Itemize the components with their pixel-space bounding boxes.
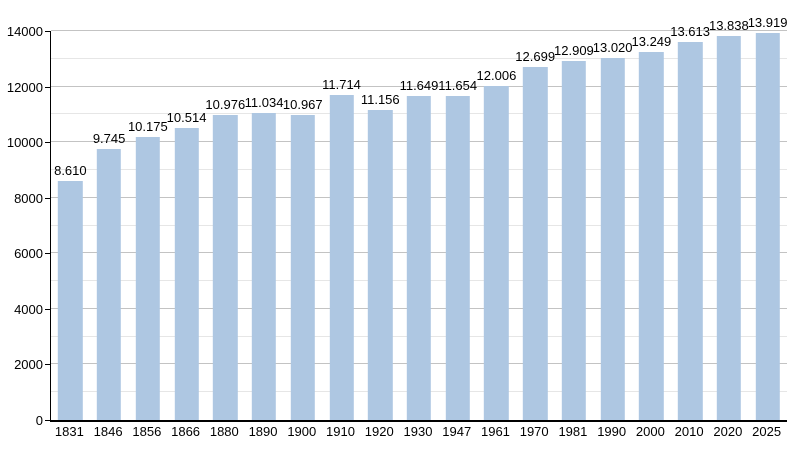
gridline-12000 (51, 85, 787, 87)
bar-slot-1990: 13.020 (592, 31, 633, 420)
bar-1831 (58, 180, 83, 420)
bar-slot-2010: 13.613 (670, 24, 710, 420)
bar-value-label-1930: 11.649 (399, 78, 439, 94)
bar-2020 (716, 35, 742, 420)
bar-1961 (484, 86, 509, 420)
bar-value-label-1961: 12.006 (476, 68, 517, 84)
y-tick-mark-8000 (45, 197, 50, 199)
bar-slot-1930: 11.649 (399, 31, 439, 420)
bar-value-label-1846: 9.745 (92, 131, 126, 147)
bar-slot-2025: 13.919 (748, 16, 787, 420)
x-tick-label-1880: 1880 (209, 424, 239, 439)
bar-slot-1846: 9.745 (90, 31, 129, 420)
y-tick-mark-4000 (45, 308, 50, 310)
x-tick-label-1981: 1981 (558, 424, 588, 439)
x-tick-label-1890: 1890 (248, 424, 278, 439)
bar-value-label-2025: 13.919 (747, 15, 788, 31)
x-tick-label-1831: 1831 (54, 424, 84, 439)
x-tick-label-2010: 2010 (674, 424, 704, 439)
bar-slot-1831: 8.610 (51, 31, 90, 420)
x-tick-label-1900: 1900 (287, 424, 317, 439)
x-tick-label-1947: 1947 (442, 424, 472, 439)
x-axis-labels: 1831 1846 1856 1866 1880 1890 1900 1910 1920 1930… (50, 424, 786, 439)
bar-2025 (755, 33, 780, 420)
gridline-14000 (51, 30, 787, 31)
x-tick-label-1961: 1961 (480, 424, 510, 439)
bar-slot-1866: 10.514 (167, 31, 206, 420)
x-tick-label-1990: 1990 (597, 424, 627, 439)
bar-value-label-1981: 12.909 (554, 43, 594, 59)
x-tick-label-1920: 1920 (364, 424, 394, 439)
bar-1890 (251, 113, 277, 420)
bar-slot-1947: 11.654 (438, 31, 477, 420)
y-tick-label-2000: 2000 (14, 357, 43, 373)
bar-slot-1961: 12.006 (477, 31, 516, 420)
bar-1947 (445, 96, 470, 420)
bar-1846 (96, 149, 122, 420)
bar-1920 (368, 110, 393, 420)
bar-value-label-1920: 11.156 (360, 92, 400, 108)
y-tick-label-12000: 12000 (6, 79, 43, 95)
y-tick-label-0: 0 (35, 413, 43, 428)
bar-1970 (522, 67, 548, 420)
bar-value-label-1831: 8.610 (54, 162, 87, 178)
x-tick-label-1910: 1910 (326, 424, 355, 439)
bar-2010 (677, 41, 703, 420)
bar-1866 (174, 127, 199, 420)
bars-layer: 8.610 9.745 10.175 10.514 10.976 11.034 10.967… (51, 16, 787, 420)
y-tick-mark-12000 (45, 86, 50, 88)
bar-value-label-1910: 11.714 (322, 76, 361, 92)
bar-value-label-1866: 10.514 (166, 109, 207, 125)
bar-value-label-1856: 10.175 (127, 119, 168, 135)
bar-slot-1890: 11.034 (244, 31, 284, 420)
x-tick-label-1970: 1970 (519, 424, 549, 439)
bar-1856 (135, 137, 161, 420)
bar-slot-1900: 10.967 (282, 31, 323, 420)
bar-value-label-2010: 13.613 (670, 23, 710, 39)
y-tick-label-4000: 4000 (14, 301, 43, 317)
bar-slot-1920: 11.156 (361, 31, 400, 420)
x-tick-label-1866: 1866 (171, 424, 201, 439)
x-tick-label-2025: 2025 (752, 424, 782, 439)
bar-slot-1970: 12.699 (515, 31, 556, 420)
bar-slot-1910: 11.714 (322, 31, 361, 420)
x-tick-label-1846: 1846 (93, 424, 123, 439)
bar-slot-1880: 10.976 (205, 31, 246, 420)
bar-value-label-2000: 13.249 (631, 33, 672, 49)
y-tick-mark-10000 (45, 142, 50, 144)
bar-value-label-1880: 10.976 (205, 97, 246, 113)
bar-value-label-1947: 11.654 (438, 78, 478, 94)
bar-value-label-1890: 11.034 (244, 95, 284, 111)
bar-value-label-1990: 13.020 (592, 40, 633, 56)
bar-1900 (290, 115, 315, 420)
x-tick-label-1856: 1856 (132, 424, 162, 439)
plot-area: 8.610 9.745 10.175 10.514 10.976 11.034 10.967… (50, 16, 787, 422)
bar-1930 (406, 96, 432, 420)
x-tick-label-2020: 2020 (713, 424, 743, 439)
y-tick-mark-14000 (45, 31, 50, 32)
bar-1981 (561, 61, 587, 420)
bar-slot-1981: 12.909 (554, 31, 594, 420)
y-tick-mark-0 (45, 420, 50, 421)
bar-slot-2000: 13.249 (631, 31, 672, 420)
bar-1910 (329, 94, 354, 420)
y-tick-label-6000: 6000 (14, 246, 43, 262)
y-tick-mark-2000 (45, 364, 50, 366)
bar-2000 (639, 51, 664, 420)
bar-value-label-1970: 12.699 (515, 49, 556, 65)
bar-slot-2020: 13.838 (709, 18, 749, 420)
y-tick-label-8000: 8000 (14, 190, 43, 206)
bar-value-label-2020: 13.838 (708, 17, 749, 33)
bar-1990 (600, 58, 625, 420)
y-tick-mark-6000 (45, 253, 50, 255)
x-tick-label-2000: 2000 (635, 424, 665, 439)
bar-1880 (213, 115, 238, 420)
y-tick-label-10000: 10000 (6, 135, 43, 151)
y-tick-label-14000: 14000 (6, 24, 43, 39)
bar-slot-1856: 10.175 (127, 31, 168, 420)
bar-value-label-1900: 10.967 (282, 97, 323, 113)
x-tick-label-1930: 1930 (403, 424, 433, 439)
gridline-13000 (51, 57, 787, 59)
